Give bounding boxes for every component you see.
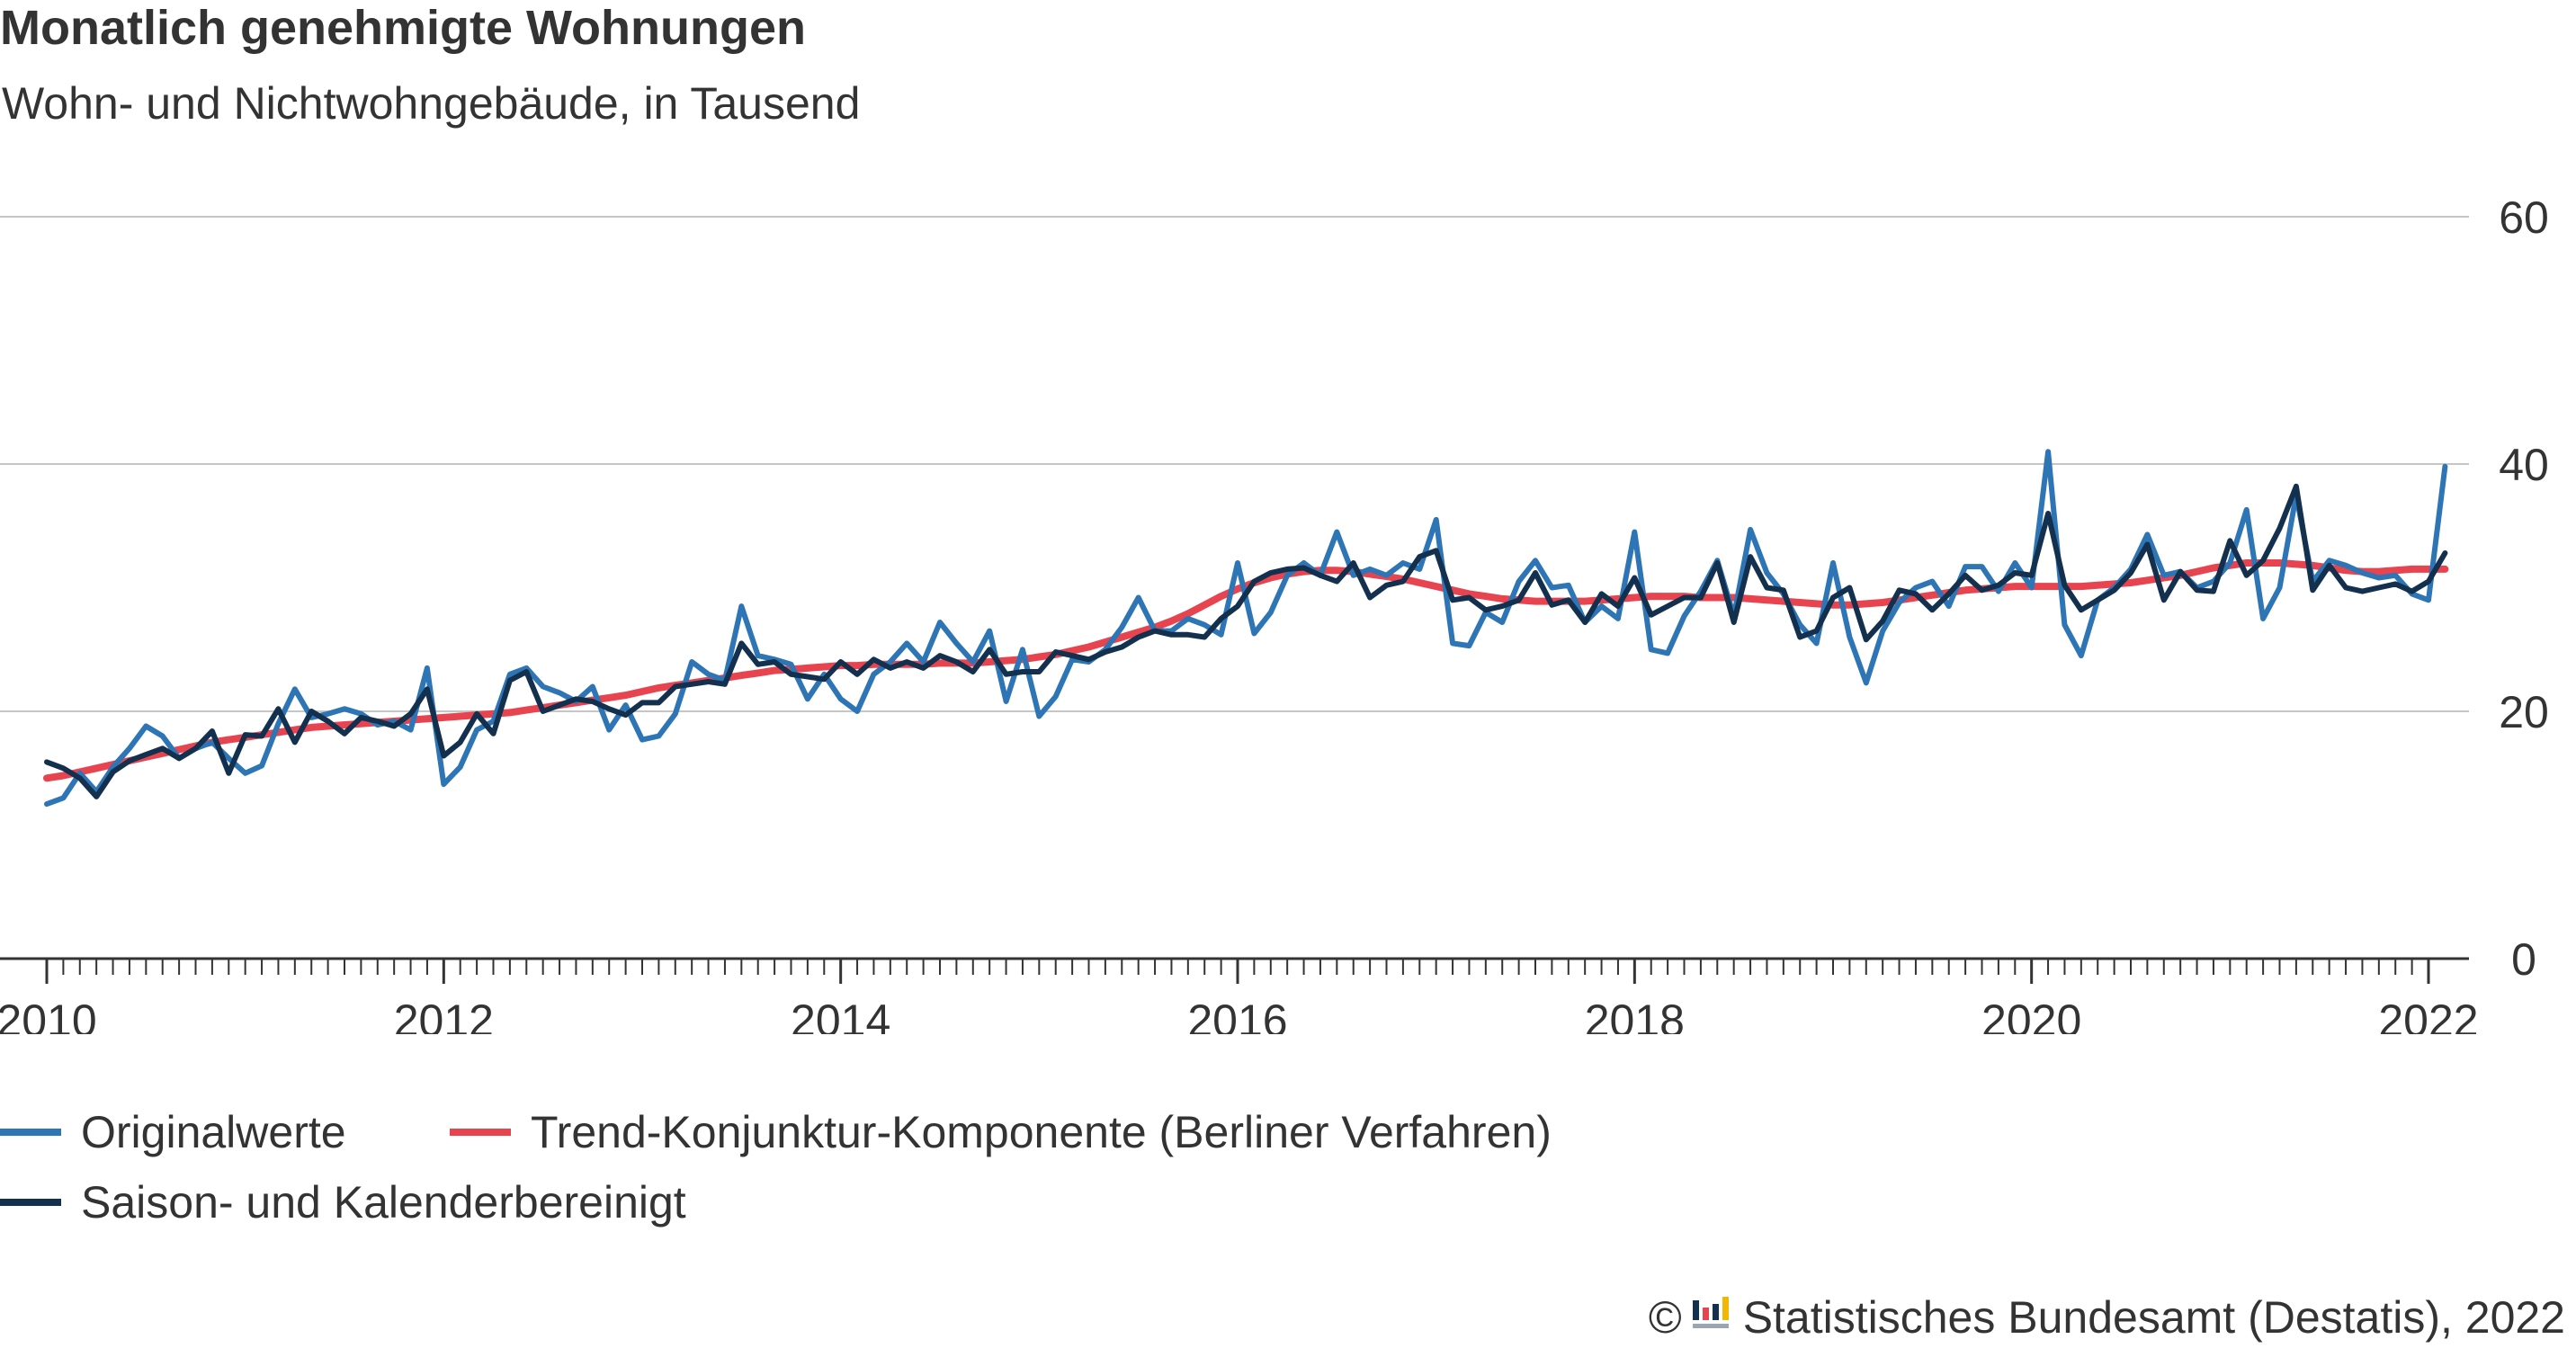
x-tick-label-2014: 2014: [791, 995, 890, 1034]
source-text: Statistisches Bundesamt (Destatis), 2022: [1742, 1292, 2565, 1343]
x-axis: 2010 2012 2014 2016 2018 2020 2022: [0, 957, 2479, 1034]
gridlines: [0, 216, 2469, 712]
legend-swatch-original: [0, 1129, 61, 1136]
x-tick-label-2020: 2020: [1981, 995, 2081, 1034]
y-tick-label-40: 40: [2499, 440, 2549, 490]
legend-item-saisonbereinigt: Saison- und Kalenderbereinigt: [0, 1176, 686, 1228]
line-chart: 0 20 40 60 2010 2012 2014 2016 2018 2020 2022: [0, 192, 2549, 1034]
y-tick-label-60: 60: [2499, 192, 2549, 243]
chart-title: Monatlich genehmigte Wohnungen: [0, 1, 806, 55]
legend-swatch-trend: [450, 1129, 511, 1136]
x-tick-label-2012: 2012: [394, 995, 494, 1034]
legend-label-trend: Trend-Konjunktur-Komponente (Berliner Ve…: [531, 1107, 1552, 1157]
legend-item-trend: Trend-Konjunktur-Komponente (Berliner Ve…: [450, 1106, 1552, 1158]
legend-label-adjusted: Saison- und Kalenderbereinigt: [81, 1177, 686, 1227]
y-axis-tick-labels: 0 20 40 60: [2499, 192, 2549, 985]
series-trend-line: [43, 559, 2449, 782]
y-tick-label-0: 0: [2511, 934, 2536, 985]
source-footer: © Statistisches Bundesamt (Destatis), 20…: [1649, 1291, 2565, 1344]
x-tick-label-2016: 2016: [1187, 995, 1287, 1034]
x-tick-label-2022: 2022: [2378, 995, 2478, 1034]
series-originalwerte-line: [44, 449, 2448, 808]
y-tick-label-20: 20: [2499, 687, 2549, 737]
series-lines: [43, 449, 2449, 808]
legend-item-originalwerte: Originalwerte: [0, 1106, 346, 1158]
destatis-logo-icon: [1691, 1291, 1731, 1344]
series-saisonbereinigt-line: [44, 483, 2448, 799]
chart-subtitle: Wohn- und Nichtwohngebäude, in Tausend: [2, 78, 861, 129]
x-tick-label-2018: 2018: [1585, 995, 1685, 1034]
x-tick-label-2010: 2010: [0, 995, 97, 1034]
legend-swatch-adjusted: [0, 1199, 61, 1206]
legend-label-original: Originalwerte: [81, 1107, 346, 1157]
copyright-symbol: ©: [1648, 1292, 1682, 1343]
